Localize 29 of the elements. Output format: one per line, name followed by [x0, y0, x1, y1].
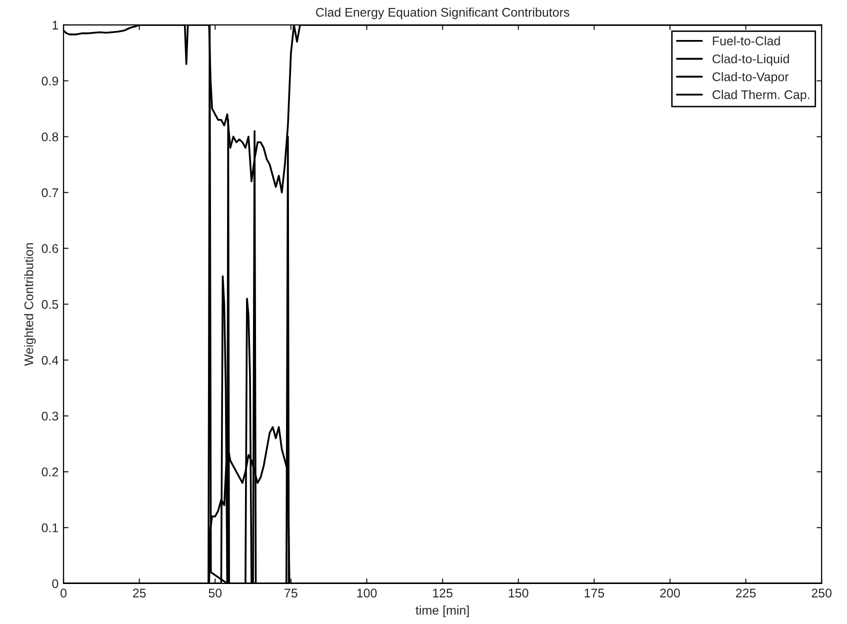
legend-label: Clad Therm. Cap.: [712, 90, 810, 102]
y-tick-label: 0.9: [42, 76, 58, 86]
legend-label: Clad-to-Vapor: [712, 72, 789, 84]
y-tick-label: 0.2: [42, 468, 58, 476]
y-axis-title: Weighted Contribution: [24, 243, 36, 366]
legend-label: Fuel-to-Clad: [712, 36, 780, 46]
y-tick-label: 0.8: [42, 132, 58, 142]
x-tick-label: 25: [133, 588, 146, 598]
y-tick-label: 0.4: [42, 356, 58, 365]
y-tick-label: 0.5: [42, 300, 58, 309]
y-tick-label: 0.6: [42, 244, 58, 254]
y-tick-label: 1: [52, 20, 58, 30]
x-tick-label: 175: [584, 588, 604, 598]
y-tick-label: 0.7: [42, 188, 58, 198]
x-axis-title: time [min]: [416, 606, 469, 618]
x-tick-label: 0: [60, 588, 67, 598]
y-tick-label: 0.1: [42, 523, 58, 532]
x-tick-label: 200: [660, 588, 680, 598]
x-tick-label: 225: [736, 588, 756, 598]
legend-label: Clad-to-Liquid: [712, 54, 789, 66]
y-tick-label: 0: [52, 579, 58, 588]
y-tick-label: 0.3: [42, 412, 58, 421]
x-tick-label: 125: [433, 588, 452, 598]
x-tick-label: 150: [508, 588, 528, 598]
chart-title: Clad Energy Equation Significant Contributors: [316, 8, 570, 20]
x-tick-label: 250: [812, 588, 832, 598]
x-tick-label: 50: [208, 588, 222, 598]
x-tick-label: 100: [357, 588, 377, 598]
x-tick-label: 75: [284, 588, 298, 598]
